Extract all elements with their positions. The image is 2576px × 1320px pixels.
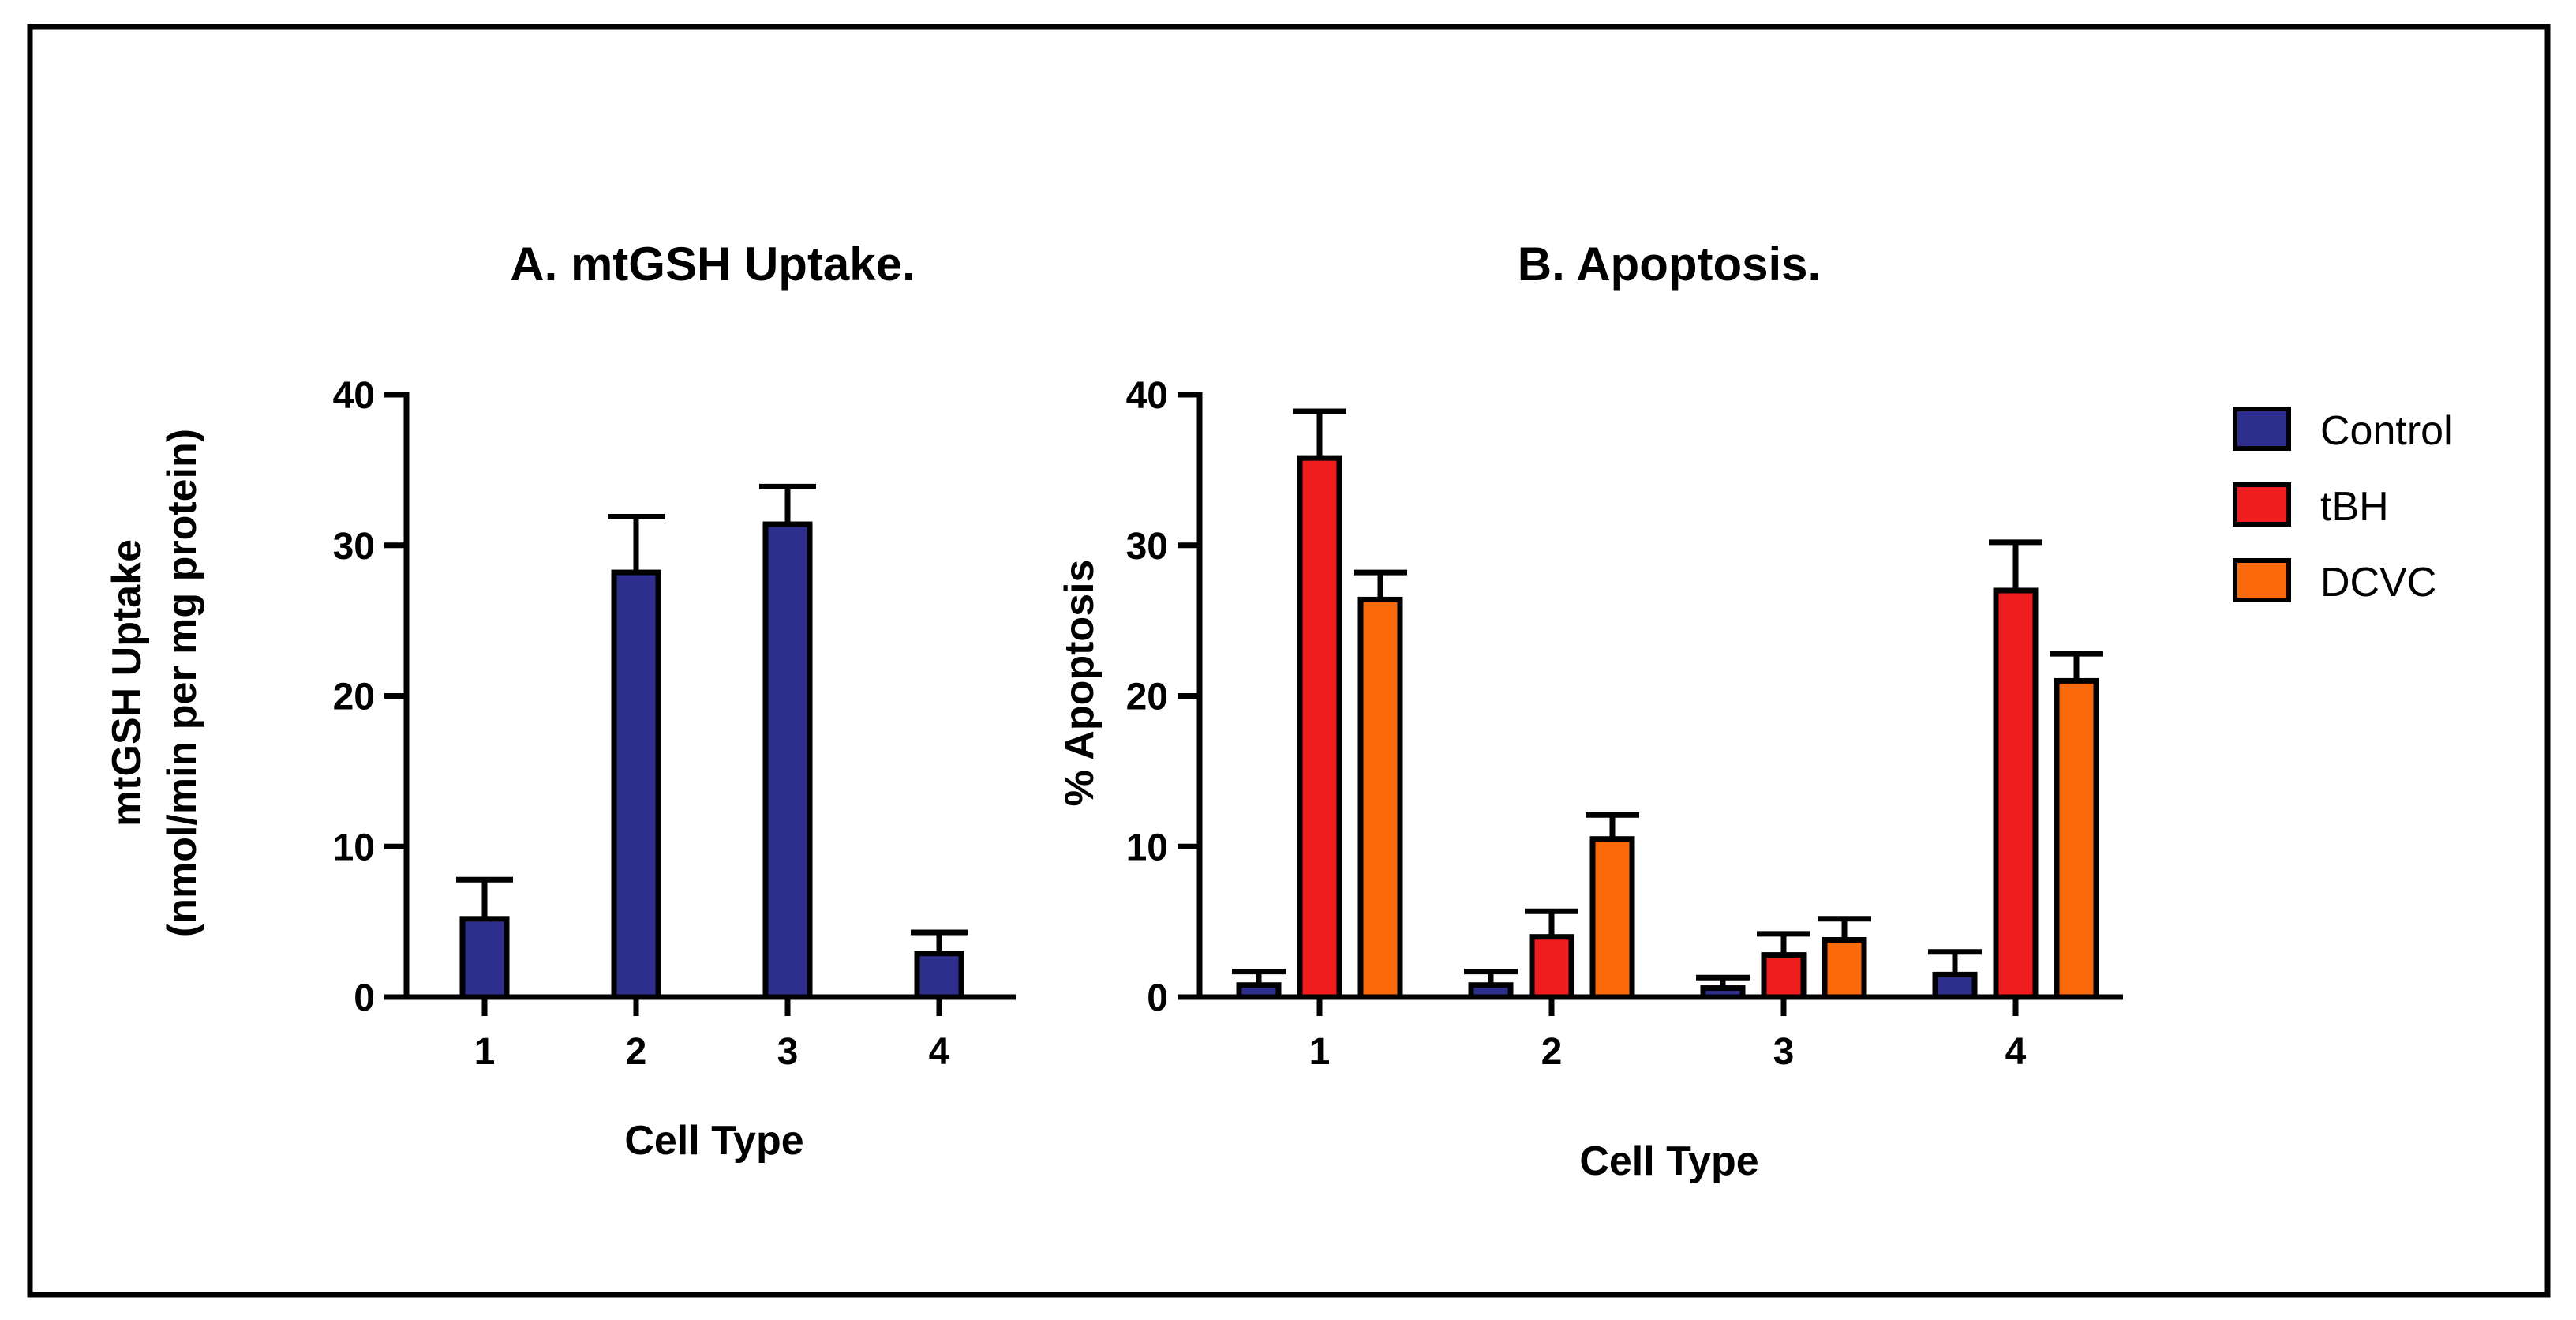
panel-a-title: A. mtGSH Uptake. bbox=[510, 238, 915, 291]
panel-b-x-tick-label: 2 bbox=[1541, 1031, 1563, 1073]
panel-b-chart: B. Apoptosis. % Apoptosis Cell Type 0 10 2… bbox=[1057, 238, 2123, 1184]
panel-b-x-tick-label: 3 bbox=[1773, 1031, 1795, 1073]
panel-b-bar-tbh-4 bbox=[1993, 587, 2039, 1000]
panel-b-x-tick-label: 1 bbox=[1309, 1031, 1331, 1073]
panel-b-y-tick-label: 0 bbox=[1147, 977, 1168, 1019]
panel-a-y-tick-label: 10 bbox=[333, 827, 375, 868]
panel-a-y-axis-label-line-1: mtGSH Uptake bbox=[104, 539, 150, 827]
panel-a-plot-area: 0 10 20 30 40 1 2 3 4 bbox=[333, 375, 1016, 1073]
panel-b-y-tick-label: 20 bbox=[1126, 677, 1168, 718]
legend-swatch-control bbox=[2233, 407, 2291, 451]
panel-b-bar-tbh-2 bbox=[1529, 934, 1574, 1000]
legend-swatch-tbh bbox=[2233, 482, 2291, 527]
panel-b-y-tick-label: 30 bbox=[1126, 526, 1168, 568]
panel-a-bar-control-4 bbox=[914, 951, 964, 1000]
panel-b-bar-tbh-1 bbox=[1297, 455, 1342, 1000]
panel-b-title: B. Apoptosis. bbox=[1518, 238, 1821, 291]
panel-b-y-axis-label: % Apoptosis bbox=[1057, 560, 1103, 807]
panel-b-bar-dcvc-4 bbox=[2054, 677, 2099, 1000]
panel-a-bar-control-1 bbox=[459, 916, 510, 1000]
panel-b-bar-dcvc-3 bbox=[1822, 937, 1867, 1000]
legend: Control tBH DCVC bbox=[2233, 407, 2453, 606]
panel-b-bar-tbh-3 bbox=[1761, 952, 1807, 1000]
panel-b-y-tick-label: 10 bbox=[1126, 827, 1168, 868]
legend-label-control: Control bbox=[2320, 408, 2453, 454]
panel-b-bar-dcvc-2 bbox=[1589, 836, 1635, 1000]
panel-a-y-tick-label: 40 bbox=[333, 375, 375, 417]
panel-b-plot-area: 0 10 20 30 40 1 2 3 4 bbox=[1126, 375, 2123, 1073]
panel-a-chart: A. mtGSH Uptake. mtGSH Uptake (nmol/min … bbox=[104, 238, 1016, 1164]
panel-a-y-tick-label: 0 bbox=[354, 977, 375, 1019]
panel-a-x-tick-label: 2 bbox=[626, 1031, 647, 1073]
panel-b-x-tick-label: 4 bbox=[2005, 1031, 2027, 1073]
panel-a-x-tick-label: 1 bbox=[474, 1031, 496, 1073]
panel-b-y-tick-label: 40 bbox=[1126, 375, 1168, 417]
figure-border bbox=[27, 24, 2551, 1298]
panel-a-bar-control-2 bbox=[611, 569, 661, 1000]
panel-a-bar-control-3 bbox=[762, 521, 813, 1000]
panel-a-y-axis-label-line-2: (nmol/min per mg protein) bbox=[159, 429, 205, 937]
legend-swatch-dcvc bbox=[2233, 558, 2291, 602]
panel-b-bar-dcvc-1 bbox=[1357, 596, 1403, 1000]
panel-a-x-axis-label: Cell Type bbox=[624, 1118, 803, 1164]
panel-a-y-tick-label: 20 bbox=[333, 677, 375, 718]
panel-a-x-tick-label: 4 bbox=[929, 1031, 950, 1073]
panel-b-bar-control-4 bbox=[1932, 971, 1978, 1000]
panel-a-y-axis-label: mtGSH Uptake (nmol/min per mg protein) bbox=[104, 429, 205, 937]
panel-b-x-axis-label: Cell Type bbox=[1579, 1138, 1758, 1184]
panel-a-x-tick-label: 3 bbox=[777, 1031, 799, 1073]
legend-label-dcvc: DCVC bbox=[2320, 560, 2436, 606]
legend-label-tbh: tBH bbox=[2320, 484, 2389, 530]
panel-b-y-axis-label-line-1: % Apoptosis bbox=[1057, 560, 1103, 807]
panel-a-y-tick-label: 30 bbox=[333, 526, 375, 568]
